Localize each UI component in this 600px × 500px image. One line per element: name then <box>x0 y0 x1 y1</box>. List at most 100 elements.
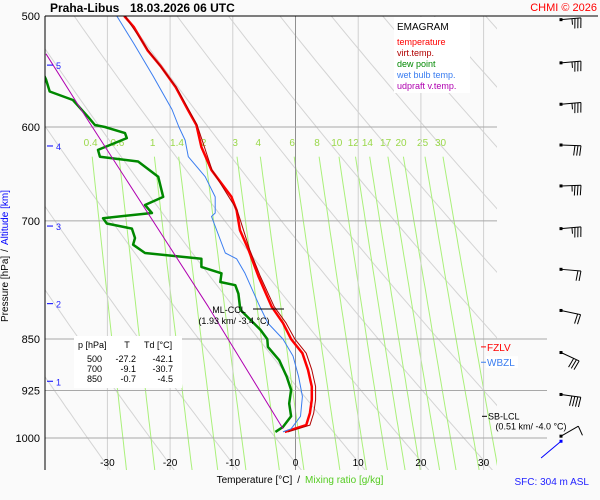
mixing-ratio-label: 0.4 <box>84 138 98 149</box>
legend-wet-bulb: wet bulb temp. <box>396 70 456 80</box>
wind-barb <box>559 143 582 156</box>
x-axis-label: Temperature [°C] / Mixing ratio [g/kg] <box>217 475 384 486</box>
dry-adiabat-line <box>485 16 497 30</box>
legend-dew-point: dew point <box>397 59 436 69</box>
mixing-ratio-label: 1.4 <box>170 138 184 149</box>
mixing-ratio-line <box>442 156 497 467</box>
dry-adiabat-line <box>537 16 600 474</box>
wind-barb <box>559 308 582 325</box>
mixing-ratio-line <box>402 156 457 470</box>
wind-barb-full <box>577 397 582 408</box>
wind-barb-half <box>571 18 573 25</box>
x-tick-label: -30 <box>100 458 115 469</box>
wind-barb-full <box>569 395 573 406</box>
y-axis-label-sep: / <box>0 249 11 252</box>
dry-adiabat-line <box>176 16 497 407</box>
wind-barb-half <box>571 103 573 110</box>
altitude-tick-label: 1 <box>56 377 61 387</box>
wind-barb-staff <box>560 425 579 437</box>
dry-adiabat-line <box>73 16 430 470</box>
wind-barb-full <box>576 185 579 196</box>
surface-wind-line <box>540 440 562 459</box>
x-tick-label: -10 <box>226 458 241 469</box>
y-axis-label: Pressure [hPa] / Altitude [km] <box>0 190 11 322</box>
table-cell: -4.5 <box>157 374 173 384</box>
mixing-ratio-line <box>387 156 441 470</box>
wind-barb-full <box>577 314 582 325</box>
wind-barb-full <box>568 358 575 368</box>
series-dew-point-line <box>45 74 293 433</box>
mixing-ratio-line <box>153 156 193 470</box>
ml-ccl-label: ML-CCL <box>212 305 246 315</box>
wind-barb <box>559 102 582 114</box>
wind-barb-full <box>578 270 582 282</box>
wind-barb-staff <box>560 309 581 316</box>
wind-barb <box>559 267 582 282</box>
series-virt-temp-line <box>124 16 317 433</box>
mixing-ratio-line <box>369 156 421 470</box>
table-cell: 700 <box>87 364 102 374</box>
x-tick-label: 30 <box>478 458 490 469</box>
y-axis-label-pressure: Pressure [hPa] <box>0 256 11 322</box>
table-cell: -9.1 <box>120 364 136 374</box>
fzlv-annotation: FZLV <box>481 343 511 354</box>
y-tick-label: 925 <box>22 386 40 398</box>
legend-updraft: udpraft v.temp. <box>397 81 456 91</box>
mixing-ratio-line <box>118 156 156 470</box>
mixing-ratio-label: 17 <box>380 138 392 149</box>
x-axis-label-mixing: Mixing ratio [g/kg] <box>305 475 384 486</box>
grid: 0.4 0.6 1 1.4 2 3 4 6 8 10 12 14 17 20 25 30 <box>45 16 600 474</box>
mixing-ratio-label: 6 <box>289 138 295 149</box>
dry-adiabat-line <box>279 16 497 274</box>
table-cell: -27.2 <box>115 354 136 364</box>
wind-barb-half <box>571 227 573 234</box>
ml-ccl-annotation: ML-CCL (1.93 km/ -3.4 °C) <box>198 305 284 326</box>
y-tick-label: 700 <box>22 216 40 228</box>
table-row: 700 -9.1 -30.7 <box>87 364 173 374</box>
copyright: CHMI © 2026 <box>530 2 597 14</box>
mixing-ratio-label: 8 <box>314 138 320 149</box>
mixing-ratio-line <box>236 156 280 470</box>
table-header-t: T <box>124 340 130 350</box>
altitude-tick-label: 4 <box>56 142 61 152</box>
mixing-ratio-label: 1 <box>150 138 156 149</box>
wind-barb <box>559 392 582 408</box>
mixing-ratio-line <box>91 156 127 470</box>
wind-barb <box>559 184 582 196</box>
mixing-ratio-line <box>259 156 305 470</box>
sounding-curves <box>45 16 317 434</box>
x-tick-label: -20 <box>163 458 178 469</box>
series-wet-bulb-temp-line <box>116 16 303 433</box>
wind-barb-full <box>577 425 583 436</box>
altitude-tick-label: 2 <box>56 300 61 310</box>
mixing-ratio-label: 14 <box>362 138 374 149</box>
mixing-ratio-label: 25 <box>417 138 429 149</box>
dry-adiabat-line <box>228 16 497 339</box>
wind-barb <box>559 60 582 72</box>
mixing-ratio-line <box>338 156 388 470</box>
ml-ccl-detail: (1.93 km/ -3.4 °C) <box>198 316 269 326</box>
wind-barb-full <box>579 145 582 156</box>
surface-elevation: SFC: 304 m ASL <box>515 477 590 488</box>
wind-barb-full <box>573 360 580 370</box>
mixing-ratio-label: 30 <box>435 138 447 149</box>
wind-barb <box>559 226 582 238</box>
legend-title: EMAGRAM <box>397 22 449 33</box>
dry-adiabat-line <box>382 16 497 148</box>
table-cell: -0.7 <box>120 374 136 384</box>
mixing-ratio-label: 4 <box>256 138 262 149</box>
dry-adiabat-line <box>330 16 497 210</box>
wind-barb-full <box>574 396 579 407</box>
dry-adiabat-line <box>125 16 494 470</box>
x-axis-label-temperature: Temperature [°C] <box>217 475 293 486</box>
wind-barb-full <box>570 359 577 369</box>
wind-barb-full <box>575 270 579 281</box>
sb-lcl-label: SB-LCL <box>488 411 520 421</box>
table-row: 500 -27.2 -42.1 <box>87 354 173 364</box>
y-tick-label: 1000 <box>16 433 40 445</box>
y-axis-label-altitude: Altitude [km] <box>0 190 11 245</box>
wind-barb-full <box>571 396 576 407</box>
altitude-tick-label: 5 <box>56 61 61 71</box>
